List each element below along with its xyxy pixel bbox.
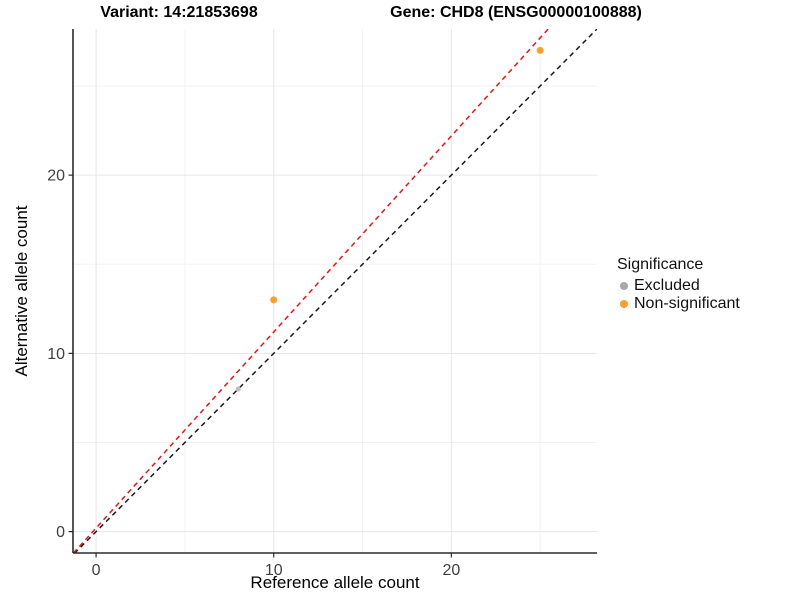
legend-dot-icon	[620, 282, 628, 290]
x-tick-label: 0	[92, 562, 101, 579]
y-tick-label: 20	[47, 168, 65, 185]
fitted-ratio-line	[73, 29, 550, 553]
x-tick-label: 20	[442, 562, 460, 579]
data-point	[235, 386, 241, 392]
plot-title-gene: Gene: CHD8 (ENSG00000100888)	[390, 4, 642, 21]
legend-item-label: Excluded	[634, 277, 700, 294]
legend-item-label: Non-significant	[634, 295, 740, 312]
legend: Significance Excluded Non-significant	[617, 256, 740, 313]
legend-dot-icon	[620, 300, 628, 308]
x-tick-label: 10	[265, 562, 283, 579]
legend-item: Non-significant	[617, 295, 740, 313]
legend-items: Excluded Non-significant	[617, 277, 740, 313]
y-axis-label: Alternative allele count	[12, 205, 31, 377]
y-tick-label: 0	[56, 524, 65, 541]
identity-line	[73, 29, 597, 553]
y-tick-label: 10	[47, 346, 65, 363]
plot-title-variant: Variant: 14:21853698	[100, 4, 258, 21]
data-point	[270, 296, 278, 304]
x-axis-label: Reference allele count	[250, 573, 420, 592]
legend-title: Significance	[617, 256, 704, 273]
legend-item: Excluded	[617, 277, 740, 295]
data-point	[536, 46, 544, 54]
